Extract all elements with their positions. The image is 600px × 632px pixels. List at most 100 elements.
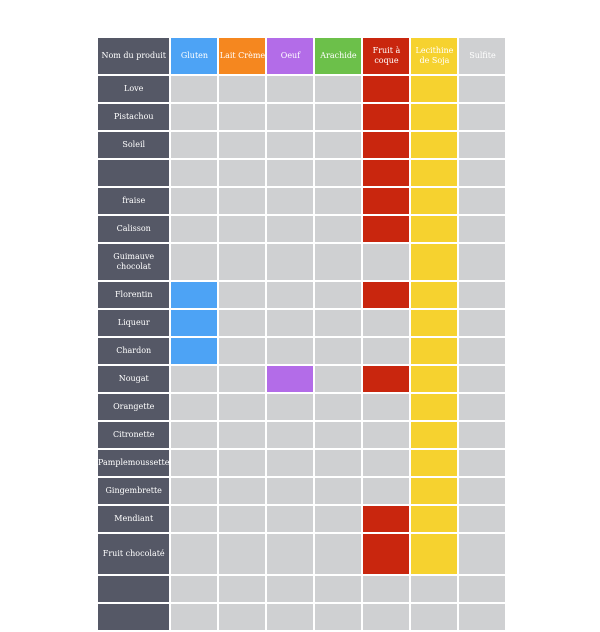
allergen-cell-gluten [171,160,218,186]
column-header-soy: Lecithine de Soja [411,38,458,74]
allergen-cell-egg [267,534,314,574]
allergen-cell-nuts-present [363,366,410,392]
header-row: Nom du produit Gluten Lait Crème Oeuf Arach… [98,38,506,74]
allergen-cell-sulfite [459,282,506,308]
allergen-cell-sulfite [459,216,506,242]
allergen-cell-peanut [315,338,362,364]
allergen-cell-sulfite [459,310,506,336]
product-name-header: Nom du produit [98,38,170,74]
product-name-cell [98,576,170,602]
allergen-cell-peanut [315,282,362,308]
allergen-cell-sulfite [459,604,506,630]
allergen-cell-egg [267,604,314,630]
allergen-cell-soy-present [411,366,458,392]
allergen-cell-milk [219,478,266,504]
allergen-cell-soy-present [411,216,458,242]
allergen-cell-milk [219,450,266,476]
allergen-cell-sulfite [459,366,506,392]
allergen-cell-egg [267,132,314,158]
allergen-cell-soy-present [411,478,458,504]
allergen-cell-milk [219,604,266,630]
table-header: Nom du produit Gluten Lait Crème Oeuf Arach… [98,38,506,74]
product-name-cell: Citronette [98,422,170,448]
allergen-cell-sulfite [459,104,506,130]
allergen-cell-soy [411,576,458,602]
allergen-cell-soy-present [411,244,458,280]
allergen-cell-nuts [363,576,410,602]
allergen-cell-gluten [171,76,218,102]
allergen-cell-peanut [315,604,362,630]
allergen-cell-peanut [315,76,362,102]
allergen-cell-nuts-present [363,188,410,214]
table-row: Pamplemoussette [98,450,506,476]
allergen-cell-soy-present [411,338,458,364]
allergen-cell-egg [267,188,314,214]
allergen-cell-peanut [315,576,362,602]
allergen-cell-sulfite [459,422,506,448]
allergen-cell-nuts [363,338,410,364]
allergen-cell-gluten [171,132,218,158]
allergen-cell-peanut [315,450,362,476]
allergen-cell-egg [267,394,314,420]
allergen-cell-milk [219,104,266,130]
allergen-cell-egg [267,244,314,280]
table-row: Guimauve chocolat [98,244,506,280]
allergen-cell-nuts-present [363,534,410,574]
allergen-table: Nom du produit Gluten Lait Crème Oeuf Arach… [96,36,507,632]
allergen-cell-sulfite [459,450,506,476]
allergen-cell-nuts-present [363,216,410,242]
product-name-cell: Guimauve chocolat [98,244,170,280]
allergen-cell-egg-present [267,366,314,392]
allergen-cell-peanut [315,506,362,532]
allergen-cell-egg [267,506,314,532]
allergen-cell-sulfite [459,244,506,280]
allergen-cell-gluten [171,394,218,420]
allergen-cell-gluten [171,478,218,504]
allergen-cell-egg [267,338,314,364]
column-header-peanut: Arachide [315,38,362,74]
table-row: Chardon [98,338,506,364]
allergen-cell-sulfite [459,132,506,158]
table-body: Love Pistachou Soleil fraise Calisson Guimauv… [98,76,506,630]
table-row [98,576,506,602]
allergen-cell-peanut [315,244,362,280]
allergen-cell-nuts [363,604,410,630]
allergen-cell-egg [267,216,314,242]
allergen-cell-milk [219,76,266,102]
product-name-cell: Love [98,76,170,102]
allergen-cell-peanut [315,310,362,336]
column-header-sulfite: Sulfite [459,38,506,74]
allergen-cell-sulfite [459,338,506,364]
allergen-cell-sulfite [459,478,506,504]
table-row: Gingembrette [98,478,506,504]
allergen-cell-gluten [171,422,218,448]
allergen-cell-milk [219,422,266,448]
allergen-cell-gluten [171,216,218,242]
allergen-cell-soy-present [411,422,458,448]
allergen-cell-gluten [171,576,218,602]
allergen-cell-milk [219,244,266,280]
allergen-cell-milk [219,160,266,186]
allergen-cell-egg [267,282,314,308]
allergen-cell-sulfite [459,506,506,532]
allergen-cell-sulfite [459,160,506,186]
product-name-cell: Soleil [98,132,170,158]
allergen-cell-gluten [171,188,218,214]
product-name-cell [98,160,170,186]
table-row: Florentin [98,282,506,308]
allergen-cell-milk [219,282,266,308]
allergen-cell-milk [219,366,266,392]
allergen-cell-peanut [315,394,362,420]
allergen-cell-nuts-present [363,160,410,186]
allergen-cell-sulfite [459,534,506,574]
allergen-cell-milk [219,394,266,420]
allergen-cell-milk [219,576,266,602]
allergen-cell-nuts [363,394,410,420]
product-name-cell: Calisson [98,216,170,242]
allergen-cell-gluten-present [171,338,218,364]
allergen-cell-nuts [363,478,410,504]
allergen-cell-peanut [315,216,362,242]
allergen-cell-peanut [315,422,362,448]
table-row: Citronette [98,422,506,448]
allergen-cell-peanut [315,160,362,186]
